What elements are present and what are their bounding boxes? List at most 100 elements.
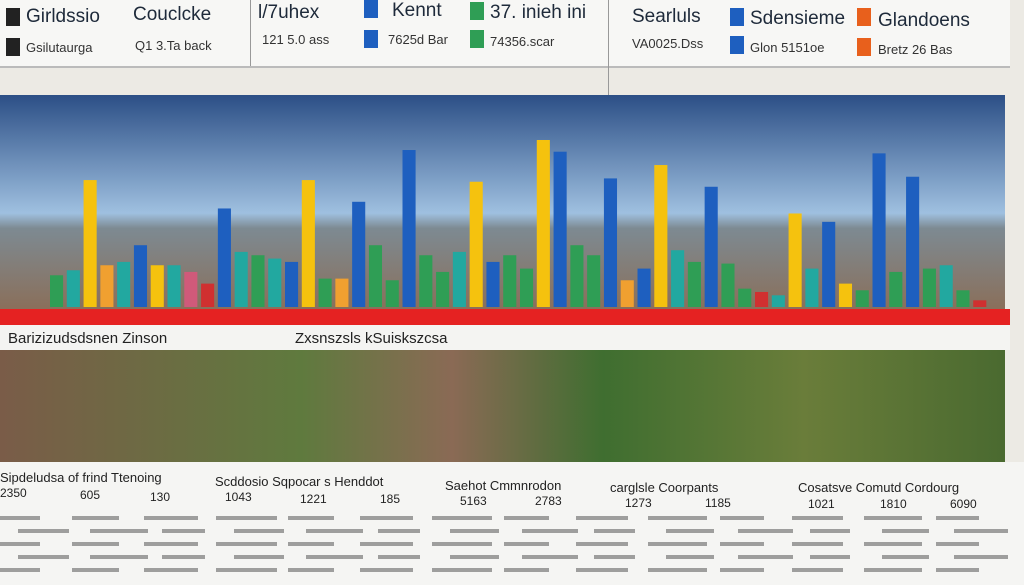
- bar: [83, 180, 97, 307]
- placeholder-line: [144, 568, 198, 572]
- table-header: Sipdeludsa of frind Ttenoing: [0, 470, 162, 485]
- bar: [150, 265, 164, 307]
- placeholder-line: [216, 516, 277, 520]
- bar: [570, 245, 584, 307]
- bar: [671, 250, 685, 307]
- placeholder-line: [666, 529, 714, 533]
- bar: [587, 255, 601, 307]
- header-value: Bretz 26 Bas: [878, 42, 953, 57]
- bar: [50, 275, 64, 307]
- bar: [939, 265, 953, 307]
- bar: [385, 280, 399, 307]
- legend-swatch: [364, 30, 378, 48]
- bar: [889, 271, 903, 307]
- table-number: 2783: [535, 494, 562, 508]
- placeholder-line: [504, 542, 549, 546]
- placeholder-line: [936, 568, 979, 572]
- header-label: Glandoens: [878, 10, 970, 31]
- bar: [268, 258, 282, 307]
- placeholder-line: [792, 516, 843, 520]
- bar: [805, 268, 819, 307]
- header-label: Girldssio: [26, 6, 100, 27]
- legend-swatch: [6, 38, 20, 56]
- legend-swatch: [857, 38, 871, 56]
- legend-swatch: [6, 8, 20, 26]
- placeholder-line: [720, 568, 764, 572]
- caption: Zxsnszsls kSuiskszcsa: [295, 330, 448, 347]
- placeholder-line: [162, 529, 205, 533]
- placeholder-line: [144, 516, 198, 520]
- placeholder-line: [864, 542, 922, 546]
- placeholder-line: [18, 555, 69, 559]
- placeholder-line: [288, 568, 334, 572]
- placeholder-line: [0, 516, 40, 520]
- placeholder-line: [306, 555, 363, 559]
- placeholder-line: [954, 529, 1008, 533]
- placeholder-line: [0, 542, 40, 546]
- placeholder-line: [90, 529, 148, 533]
- bar: [419, 255, 433, 307]
- bar: [368, 245, 383, 307]
- bar: [285, 261, 299, 307]
- caption-strip: [0, 325, 1010, 350]
- table-number: 1810: [880, 497, 907, 511]
- placeholder-line: [720, 516, 764, 520]
- bar: [520, 268, 534, 307]
- header-value: Gsilutaurga: [26, 40, 93, 55]
- bar: [436, 271, 450, 307]
- bar: [184, 271, 198, 307]
- placeholder-line: [792, 568, 843, 572]
- header-label: Searluls: [632, 6, 701, 27]
- placeholder-line: [90, 555, 148, 559]
- bar: [402, 150, 416, 307]
- header-label: l/7uhex: [258, 2, 320, 23]
- placeholder-line: [360, 542, 413, 546]
- placeholder-line: [954, 555, 1008, 559]
- table-number: 2350: [0, 486, 27, 500]
- placeholder-line: [522, 529, 578, 533]
- bar: [486, 261, 500, 307]
- table-header: Saehot Cmmnrodon: [445, 478, 562, 493]
- bar: [352, 201, 366, 307]
- legend-swatch: [730, 8, 744, 26]
- bar: [66, 270, 80, 307]
- bar: [704, 186, 718, 307]
- table-panel: [0, 462, 1024, 585]
- city-photo: [0, 350, 1005, 462]
- bar: [251, 255, 265, 307]
- bar: [133, 245, 148, 307]
- placeholder-line: [144, 542, 198, 546]
- table-number: 130: [150, 490, 171, 504]
- bar: [855, 290, 869, 307]
- bar: [654, 165, 668, 307]
- placeholder-line: [648, 542, 707, 546]
- bar: [788, 213, 802, 307]
- placeholder-line: [738, 529, 793, 533]
- placeholder-line: [450, 555, 499, 559]
- placeholder-line: [234, 555, 284, 559]
- bar: [771, 295, 785, 307]
- placeholder-line: [0, 568, 40, 572]
- header-label: Couclcke: [133, 4, 212, 25]
- placeholder-line: [306, 529, 363, 533]
- legend-swatch: [364, 0, 378, 18]
- placeholder-line: [810, 529, 850, 533]
- placeholder-line: [576, 516, 628, 520]
- placeholder-line: [594, 529, 635, 533]
- bar: [838, 283, 853, 307]
- bar: [755, 291, 769, 307]
- placeholder-line: [576, 542, 628, 546]
- legend-swatch: [470, 2, 484, 20]
- bar: [906, 176, 920, 307]
- chart: [0, 95, 1010, 325]
- placeholder-line: [936, 516, 979, 520]
- bar: [553, 151, 567, 307]
- placeholder-line: [882, 529, 929, 533]
- placeholder-line: [882, 555, 929, 559]
- placeholder-line: [810, 555, 850, 559]
- table-number: 605: [80, 488, 101, 502]
- placeholder-line: [432, 542, 492, 546]
- table-number: 1221: [300, 492, 327, 506]
- bar: [822, 221, 836, 307]
- bar: [335, 278, 349, 307]
